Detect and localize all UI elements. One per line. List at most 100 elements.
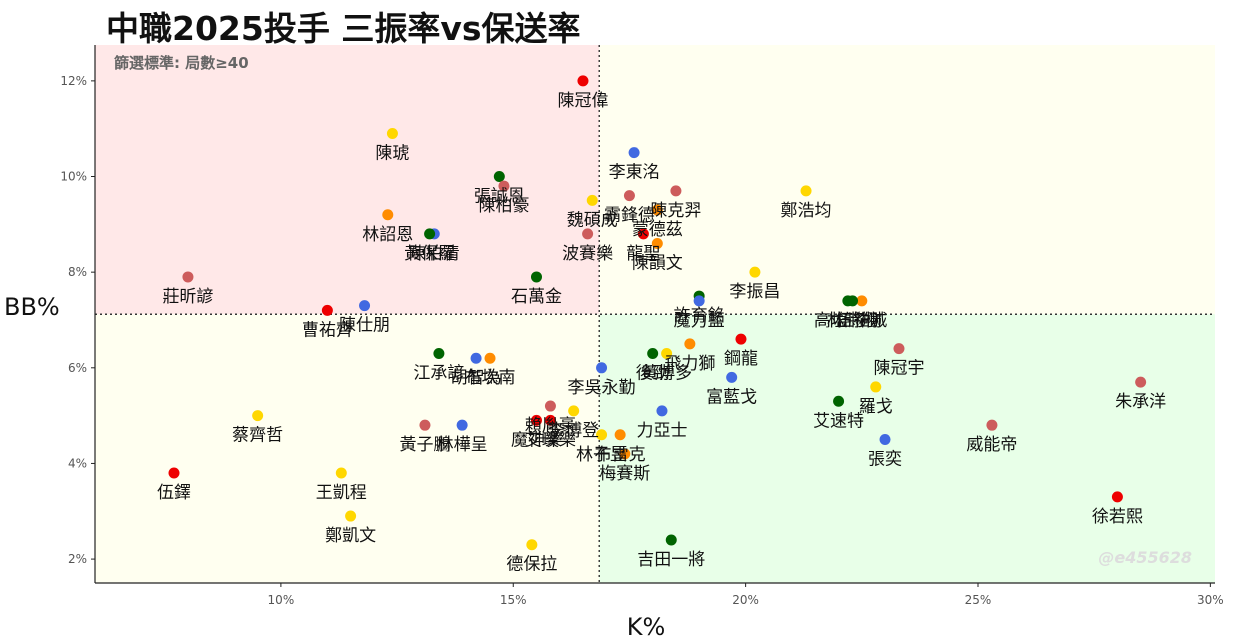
point-label: 富藍戈 — [706, 387, 757, 407]
point-label: 林詩翔 — [827, 311, 878, 331]
data-point — [526, 539, 538, 551]
data-point — [544, 400, 556, 412]
chart-title: 中職2025投手 三振率vs保送率 — [106, 9, 581, 48]
point-label: 江承諺 — [413, 363, 464, 383]
point-label: 鄭浩均 — [781, 201, 832, 221]
point-label: 陳柏豪 — [478, 195, 529, 216]
point-label: 力亞士 — [636, 421, 687, 441]
data-point — [596, 429, 608, 441]
point-label: 李東洺 — [609, 163, 660, 183]
point-label: 梅賽斯 — [599, 463, 650, 484]
data-point — [433, 347, 445, 359]
point-label: 胡智為 — [451, 368, 502, 388]
point-label: 李博登 — [548, 421, 599, 441]
point-label: 林樺呈 — [437, 435, 488, 455]
data-point — [345, 510, 357, 522]
point-label: 李吳永勤 — [568, 378, 636, 398]
data-point — [842, 295, 854, 307]
point-label: 威能帝 — [966, 435, 1017, 455]
point-label: 朱承洋 — [1115, 392, 1166, 412]
point-label: 高塩將樹 — [814, 311, 882, 331]
x-tick-label: 10% — [268, 593, 295, 607]
data-points — [168, 75, 1147, 551]
point-label: 魔力藍 — [674, 311, 725, 331]
data-point — [637, 228, 649, 240]
data-point — [359, 300, 371, 312]
data-point — [530, 271, 542, 283]
point-label: 張奕 — [868, 450, 902, 470]
axes: 10% 15% 20% 25% 30% 2% 4% 6% 8% 10% 12% — [60, 45, 1224, 607]
y-tick-label: 8% — [68, 265, 87, 279]
point-label: 徐若熙 — [1092, 507, 1143, 527]
data-point — [321, 304, 333, 316]
data-point — [693, 295, 705, 307]
data-point — [986, 419, 998, 431]
point-label: 陳冠宇 — [873, 359, 924, 379]
quadrant-bottom-right — [599, 314, 1215, 583]
point-label: 陳柏清 — [409, 244, 460, 264]
data-point — [651, 237, 663, 249]
data-point — [684, 338, 696, 350]
point-label: 王凱程 — [316, 483, 367, 503]
data-point — [568, 405, 580, 417]
data-point — [833, 395, 845, 407]
data-point — [470, 352, 482, 364]
data-point — [661, 347, 673, 359]
point-label: 黃保羅 — [404, 244, 455, 264]
point-label: 波賽樂 — [562, 243, 613, 264]
point-label: 林子昱 — [576, 445, 627, 465]
data-point — [879, 434, 891, 446]
data-point — [544, 414, 556, 426]
point-label: 許育銘 — [674, 306, 725, 326]
point-label: 張誠恩 — [474, 187, 525, 207]
data-point — [424, 228, 436, 240]
quadrant-backgrounds — [95, 45, 1215, 583]
x-axis-title: K% — [627, 613, 666, 640]
data-point — [582, 228, 594, 240]
quadrant-top-left — [95, 45, 600, 315]
point-label: 艾璞樂 — [525, 430, 576, 450]
y-axis-title: BB% — [4, 293, 60, 321]
data-point — [614, 429, 626, 441]
point-label: 魏碩成 — [567, 210, 618, 230]
data-point — [577, 75, 589, 87]
data-point — [530, 414, 542, 426]
data-point — [456, 419, 468, 431]
data-point — [623, 190, 635, 202]
quadrant-top-right — [599, 45, 1215, 315]
point-label: 霸鋒德 — [604, 206, 655, 226]
data-point — [856, 295, 868, 307]
point-label: 布雷克 — [595, 445, 646, 465]
data-point — [800, 185, 812, 197]
point-label: 蔡齊哲 — [232, 426, 283, 446]
point-label: 魔神樂 — [511, 430, 562, 450]
point-label: 羅戈 — [859, 397, 893, 417]
data-point — [168, 467, 180, 479]
data-point — [670, 185, 682, 197]
point-label: 飛力獅 — [664, 354, 715, 374]
x-tick-label: 15% — [500, 593, 527, 607]
point-label: 鄭凱文 — [325, 526, 376, 546]
point-label: 莊昕諺 — [162, 287, 213, 307]
data-point — [484, 352, 496, 364]
point-label: 賴胤豪 — [525, 415, 576, 436]
data-point — [493, 171, 505, 183]
point-label: 龍聖 — [626, 244, 660, 264]
data-point — [619, 448, 631, 460]
point-label: 林詔恩 — [362, 225, 413, 245]
data-point — [1111, 491, 1123, 503]
data-point — [665, 534, 677, 546]
point-label: 蒙德茲 — [632, 220, 683, 240]
reference-lines — [95, 45, 1215, 583]
data-point — [656, 405, 668, 417]
data-point — [749, 266, 761, 278]
point-label: 黃子鵬 — [399, 435, 450, 455]
y-tick-label: 10% — [60, 170, 87, 184]
point-label: 陳仕朋 — [339, 316, 390, 336]
point-label: 陳韻文 — [632, 253, 683, 273]
point-label: 陳冠偉 — [557, 91, 608, 111]
point-label: 鋼龍 — [724, 349, 758, 369]
point-label: 曹祐齊 — [302, 320, 353, 340]
data-point — [586, 194, 598, 206]
